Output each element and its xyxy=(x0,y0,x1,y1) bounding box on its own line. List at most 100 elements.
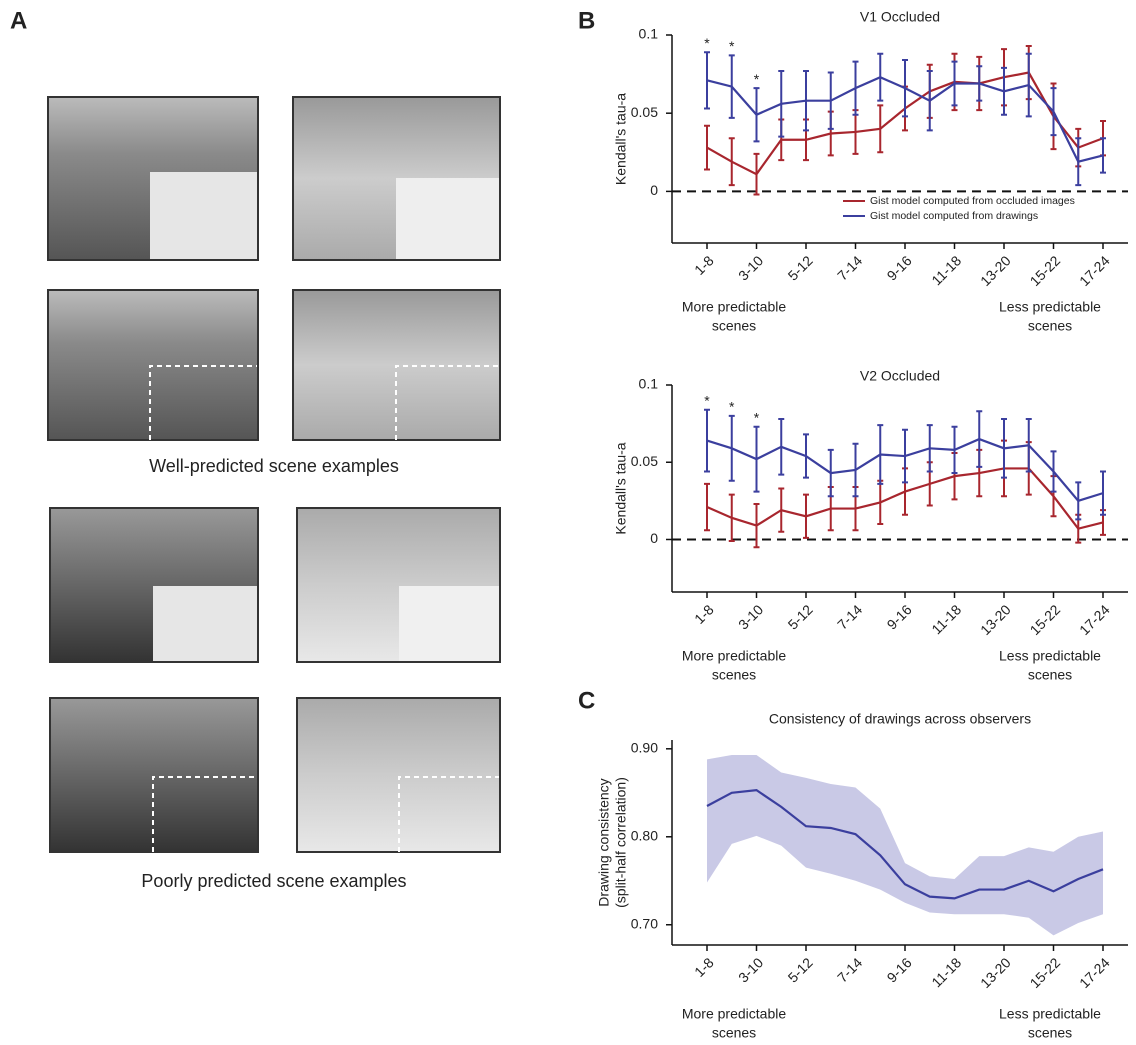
x-tick-label: 3-10 xyxy=(735,601,766,632)
x-tick-label: 1-8 xyxy=(691,954,717,980)
error-bar xyxy=(753,87,760,143)
y-tick-label: 0 xyxy=(650,530,658,546)
error-bar xyxy=(728,137,735,187)
error-bar xyxy=(704,124,710,171)
error-bar xyxy=(778,417,785,476)
x-tick-label: 15-22 xyxy=(1027,954,1064,991)
caption: Well-predicted scene examples xyxy=(149,456,399,476)
error-bar xyxy=(1100,137,1106,174)
x-tick-label: 15-22 xyxy=(1027,601,1064,638)
x-tick-label: 5-12 xyxy=(785,601,816,632)
panel-label: C xyxy=(578,687,595,714)
x-tick-label: 11-18 xyxy=(928,954,964,990)
error-bar xyxy=(778,69,785,138)
x-annotation: scenes xyxy=(1028,667,1072,683)
error-bar xyxy=(951,425,958,475)
x-annotation: More predictable xyxy=(682,648,786,664)
x-tick-label: 3-10 xyxy=(735,252,766,283)
error-bar xyxy=(902,59,908,118)
y-tick-label: 0.05 xyxy=(631,104,658,120)
y-tick-label: 0.05 xyxy=(631,453,658,469)
error-bar xyxy=(1050,450,1057,493)
drawing-quadrant xyxy=(153,586,257,661)
occluder-outline xyxy=(152,776,257,852)
scene-images xyxy=(47,96,501,853)
error-bar xyxy=(852,442,859,498)
x-tick-label: 1-8 xyxy=(691,601,717,627)
x-tick-label: 5-12 xyxy=(785,252,816,283)
error-bar xyxy=(753,152,760,196)
occluder-outline xyxy=(395,365,499,440)
chart-title: Consistency of drawings across observers xyxy=(769,711,1031,727)
scene-image xyxy=(49,697,259,853)
x-annotation: Less predictable xyxy=(999,648,1101,664)
x-annotation: scenes xyxy=(1028,1025,1072,1041)
y-axis-label: (split-half correlation) xyxy=(613,777,629,908)
x-tick-label: 9-16 xyxy=(884,954,915,985)
error-bar xyxy=(803,433,809,479)
x-tick-label: 7-14 xyxy=(834,252,865,283)
chart-title: V1 Occluded xyxy=(860,9,940,25)
error-bar xyxy=(728,493,735,543)
error-bar xyxy=(852,60,859,116)
error-bar xyxy=(827,71,834,130)
error-bar xyxy=(728,414,735,482)
x-tick-label: 13-20 xyxy=(977,954,1014,991)
x-tick-label: 1-8 xyxy=(691,252,717,278)
x-tick-label: 13-20 xyxy=(977,252,1014,289)
x-tick-label: 13-20 xyxy=(977,601,1014,638)
y-tick-label: 0.1 xyxy=(639,26,659,42)
y-tick-label: 0 xyxy=(650,182,658,198)
x-tick-label: 9-16 xyxy=(884,601,915,632)
error-bar xyxy=(1001,417,1007,479)
drawing-quadrant xyxy=(399,586,499,661)
x-annotation: More predictable xyxy=(682,1006,786,1022)
error-bar xyxy=(1050,87,1057,137)
error-bar xyxy=(902,428,908,484)
y-axis-label: Kendall's tau-a xyxy=(613,93,629,185)
x-tick-label: 11-18 xyxy=(928,252,964,288)
x-annotation: scenes xyxy=(712,667,756,683)
error-bar xyxy=(877,424,884,485)
y-tick-label: 0.80 xyxy=(631,827,658,843)
drawing-quadrant xyxy=(396,178,499,259)
error-bar xyxy=(704,408,710,473)
x-tick-label: 5-12 xyxy=(785,954,816,985)
x-tick-label: 3-10 xyxy=(735,954,766,985)
error-bar xyxy=(704,482,710,532)
x-annotation: scenes xyxy=(712,318,756,334)
error-bar xyxy=(877,104,884,154)
error-bar xyxy=(778,487,785,533)
error-bar xyxy=(877,52,884,102)
occluder-outline xyxy=(149,365,257,440)
x-tick-label: 7-14 xyxy=(834,954,865,985)
error-bar xyxy=(976,65,983,102)
x-tick-label: 17-24 xyxy=(1076,252,1113,289)
x-annotation: scenes xyxy=(712,1025,756,1041)
legend-label: Gist model computed from drawings xyxy=(870,210,1038,222)
panel-label: B xyxy=(578,7,595,34)
error-bar xyxy=(976,410,983,468)
error-bar xyxy=(753,502,760,549)
chart: V1 Occluded Kendall's tau-a 0 0.05 0.1 1-8 3-1… xyxy=(613,9,1128,334)
significance-marker: * xyxy=(729,38,735,54)
error-bar xyxy=(1025,52,1032,118)
confidence-band xyxy=(707,754,1103,936)
panel-label: A xyxy=(10,7,27,34)
significance-marker: * xyxy=(754,409,760,425)
y-axis-label: Drawing consistency xyxy=(596,778,612,906)
legend-label: Gist model computed from occluded images xyxy=(870,195,1075,207)
scene-image xyxy=(296,697,501,853)
caption: Poorly predicted scene examples xyxy=(141,871,406,891)
drawing-quadrant xyxy=(150,172,257,259)
x-annotation: scenes xyxy=(1028,318,1072,334)
error-bar xyxy=(1100,470,1106,516)
error-bar xyxy=(1001,66,1007,116)
x-tick-label: 9-16 xyxy=(884,252,915,283)
error-bar xyxy=(704,51,710,110)
x-tick-label: 17-24 xyxy=(1076,601,1113,638)
significance-marker: * xyxy=(704,392,710,408)
x-tick-label: 7-14 xyxy=(834,601,865,632)
error-bar xyxy=(926,69,933,132)
